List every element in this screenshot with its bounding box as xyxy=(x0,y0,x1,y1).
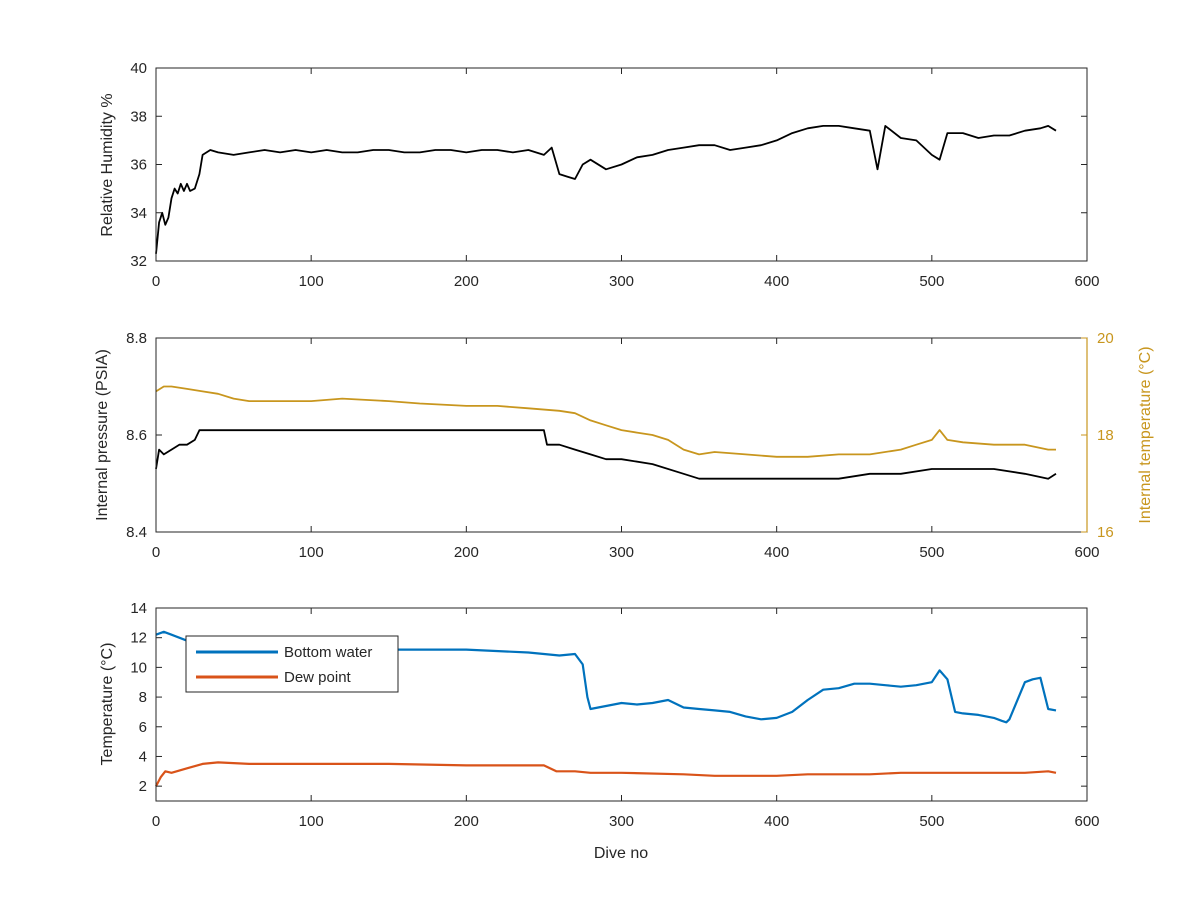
water-temperature-y-tick-label: 8 xyxy=(139,689,147,706)
humidity-ticks: 0 100 200 300 400 500 600 32 34 36 38 40 xyxy=(130,60,1099,290)
humidity-y-axis-label: Relative Humidity % xyxy=(99,93,116,236)
water-temperature-plot-lines xyxy=(155,630,1057,787)
temperature-y-axis-label: Temperature (°C) xyxy=(99,643,116,766)
humidity-x-tick-label: 100 xyxy=(299,273,324,290)
humidity-x-tick-label: 600 xyxy=(1074,273,1099,290)
pressure-temperature-x-tick-label: 300 xyxy=(609,544,634,561)
pressure-temperature-panel: 0 100 200 300 400 500 600 8.4 8.6 8.8 16 18 20 Inter… xyxy=(94,330,1154,561)
water-temperature-x-tick-label: 100 xyxy=(299,813,324,830)
water-temperature-ticks: 0 100 200 300 400 500 600 2 4 6 8 10 12 14 xyxy=(130,600,1099,830)
water-temperature-y-tick-label: 6 xyxy=(139,719,147,736)
water-temperature-x-tick-label: 300 xyxy=(609,813,634,830)
pressure-temperature-right-y-tick-label: 18 xyxy=(1097,427,1114,444)
pressure-temperature-ticks: 0 100 200 300 400 500 600 8.4 8.6 8.8 16 18 20 xyxy=(126,330,1114,561)
legend-label-dew-point: Dew point xyxy=(284,669,352,686)
legend: Bottom water Dew point xyxy=(185,635,399,693)
humidity-y-tick-label: 38 xyxy=(130,108,147,125)
pressure-temperature-y-tick-label: 8.8 xyxy=(126,330,147,347)
legend-label-bottom-water: Bottom water xyxy=(284,644,372,661)
x-axis-label: Dive no xyxy=(594,845,648,862)
series-line-pressure xyxy=(155,429,1057,480)
pressure-temperature-right-y-tick-label: 20 xyxy=(1097,330,1114,347)
series-line-dew-point xyxy=(155,761,1057,787)
water-temperature-y-tick-label: 12 xyxy=(130,630,147,647)
humidity-x-tick-label: 500 xyxy=(919,273,944,290)
pressure-temperature-x-tick-label: 500 xyxy=(919,544,944,561)
water-temperature-y-tick-label: 10 xyxy=(130,659,147,676)
pressure-temperature-plot-lines xyxy=(155,385,1057,480)
water-temperature-x-tick-label: 600 xyxy=(1074,813,1099,830)
legend-box xyxy=(185,635,399,693)
pressure-temperature-y-tick-label: 8.4 xyxy=(126,524,147,541)
pressure-temperature-x-tick-label: 100 xyxy=(299,544,324,561)
pressure-temperature-y-tick-label: 8.6 xyxy=(126,427,147,444)
pressure-temperature-x-tick-label: 0 xyxy=(152,544,160,561)
humidity-x-tick-label: 300 xyxy=(609,273,634,290)
water-temperature-y-tick-label: 14 xyxy=(130,600,147,617)
series-line-temperature xyxy=(155,385,1056,458)
water-temperature-y-tick-label: 4 xyxy=(139,748,147,765)
humidity-plot-lines xyxy=(155,125,1057,254)
pressure-temperature-x-tick-label: 600 xyxy=(1074,544,1099,561)
series-line-humidity xyxy=(155,125,1057,254)
humidity-y-tick-label: 40 xyxy=(130,60,147,77)
humidity-x-tick-label: 0 xyxy=(152,273,160,290)
pressure-temperature-right-y-tick-label: 16 xyxy=(1097,524,1114,541)
humidity-x-tick-label: 200 xyxy=(454,273,479,290)
pressure-y-axis-label: Internal pressure (PSIA) xyxy=(94,349,111,521)
water-temperature-x-tick-label: 200 xyxy=(454,813,479,830)
humidity-y-tick-label: 32 xyxy=(130,253,147,270)
water-temperature-x-tick-label: 400 xyxy=(764,813,789,830)
temperature-right-y-axis-label: Internal temperature (°C) xyxy=(1137,346,1154,523)
pressure-temperature-x-tick-label: 200 xyxy=(454,544,479,561)
pressure-temperature-x-tick-label: 400 xyxy=(764,544,789,561)
water-temperature-y-tick-label: 2 xyxy=(139,778,147,795)
water-temperature-x-tick-label: 0 xyxy=(152,813,160,830)
humidity-y-tick-label: 34 xyxy=(130,205,147,222)
water-temperature-x-tick-label: 500 xyxy=(919,813,944,830)
humidity-y-tick-label: 36 xyxy=(130,157,147,174)
humidity-x-tick-label: 400 xyxy=(764,273,789,290)
water-temperature-panel: 0 100 200 300 400 500 600 2 4 6 8 10 12 14 Temperatur… xyxy=(99,600,1100,830)
humidity-panel: 0 100 200 300 400 500 600 32 34 36 38 40 Relative H… xyxy=(99,60,1100,290)
series-line-bottom-water xyxy=(155,630,1057,724)
